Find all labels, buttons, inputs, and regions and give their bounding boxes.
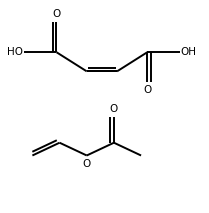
- Text: OH: OH: [181, 47, 197, 57]
- Text: O: O: [110, 104, 118, 114]
- Text: O: O: [52, 9, 61, 19]
- Text: HO: HO: [7, 47, 23, 57]
- Text: O: O: [83, 159, 91, 169]
- Text: O: O: [143, 85, 152, 95]
